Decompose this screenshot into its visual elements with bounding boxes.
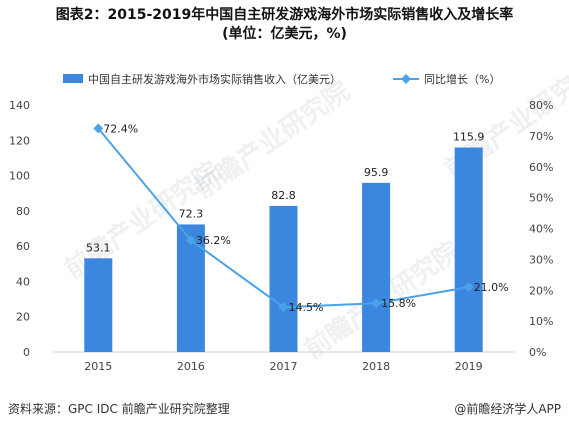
y-right-tick-label: 80% [529, 99, 553, 112]
bar-revenue [362, 182, 391, 352]
line-growth-marker [185, 235, 196, 246]
bar-data-label: 53.1 [86, 241, 111, 254]
bar-revenue [269, 205, 298, 352]
y-left-tick-label: 140 [9, 99, 30, 112]
bar-data-label: 115.9 [453, 131, 485, 144]
line-data-label: 15.8% [381, 297, 416, 310]
y-left-tick-label: 0 [23, 346, 30, 359]
line-growth-marker [93, 123, 104, 134]
y-right-tick-label: 30% [529, 253, 553, 266]
y-right-tick-label: 20% [529, 284, 553, 297]
chart-title: 图表2：2015-2019年中国自主研发游戏海外市场实际销售收入及增长率 (单位… [10, 6, 559, 44]
bar-data-label: 95.9 [364, 166, 389, 179]
line-growth-marker [463, 282, 474, 293]
bar-revenue [176, 224, 205, 352]
brand-credit: @前瞻经济学人APP [454, 402, 561, 416]
bar-data-label: 72.3 [179, 207, 204, 220]
y-left-tick-label: 60 [16, 240, 30, 253]
x-tick-label: 2015 [84, 360, 112, 373]
y-right-tick-label: 60% [529, 161, 553, 174]
y-left-tick-label: 80 [16, 205, 30, 218]
line-data-label: 14.5% [289, 301, 324, 314]
y-right-tick-label: 50% [529, 192, 553, 205]
line-data-label: 36.2% [196, 234, 231, 247]
line-data-label: 21.0% [474, 281, 509, 294]
legend-bar-label: 中国自主研发游戏海外市场实际销售收入（亿美元） [88, 72, 341, 86]
y-left-tick-label: 40 [16, 275, 30, 288]
y-right-tick-label: 40% [529, 223, 553, 236]
line-data-label: 72.4% [103, 122, 138, 135]
source-note: 资料来源：GPC IDC 前瞻产业研究院整理 [8, 402, 230, 416]
line-growth-marker [278, 302, 289, 313]
legend: 中国自主研发游戏海外市场实际销售收入（亿美元） 同比增长（%） [63, 72, 500, 86]
y-left-tick-label: 120 [9, 134, 30, 147]
legend-line-label: 同比增长（%） [424, 72, 500, 86]
bar-data-label: 82.8 [271, 189, 296, 202]
x-tick-label: 2018 [362, 360, 390, 373]
y-right-tick-label: 70% [529, 130, 553, 143]
y-right-tick-label: 10% [529, 315, 553, 328]
y-left-tick-label: 100 [9, 170, 30, 183]
chart-title-line1: 图表2：2015-2019年中国自主研发游戏海外市场实际销售收入及增长率 [55, 7, 514, 23]
x-tick-label: 2017 [270, 360, 298, 373]
legend-line-marker [401, 74, 411, 84]
x-tick-label: 2019 [455, 360, 483, 373]
line-growth-marker [371, 298, 382, 309]
chart-title-line2: (单位：亿美元，%) [222, 26, 347, 42]
y-left-tick-label: 20 [16, 311, 30, 324]
x-tick-label: 2016 [177, 360, 205, 373]
y-right-tick-label: 0% [529, 346, 546, 359]
bar-revenue [454, 147, 483, 352]
legend-bar-swatch [63, 74, 83, 83]
bar-revenue [84, 258, 113, 352]
